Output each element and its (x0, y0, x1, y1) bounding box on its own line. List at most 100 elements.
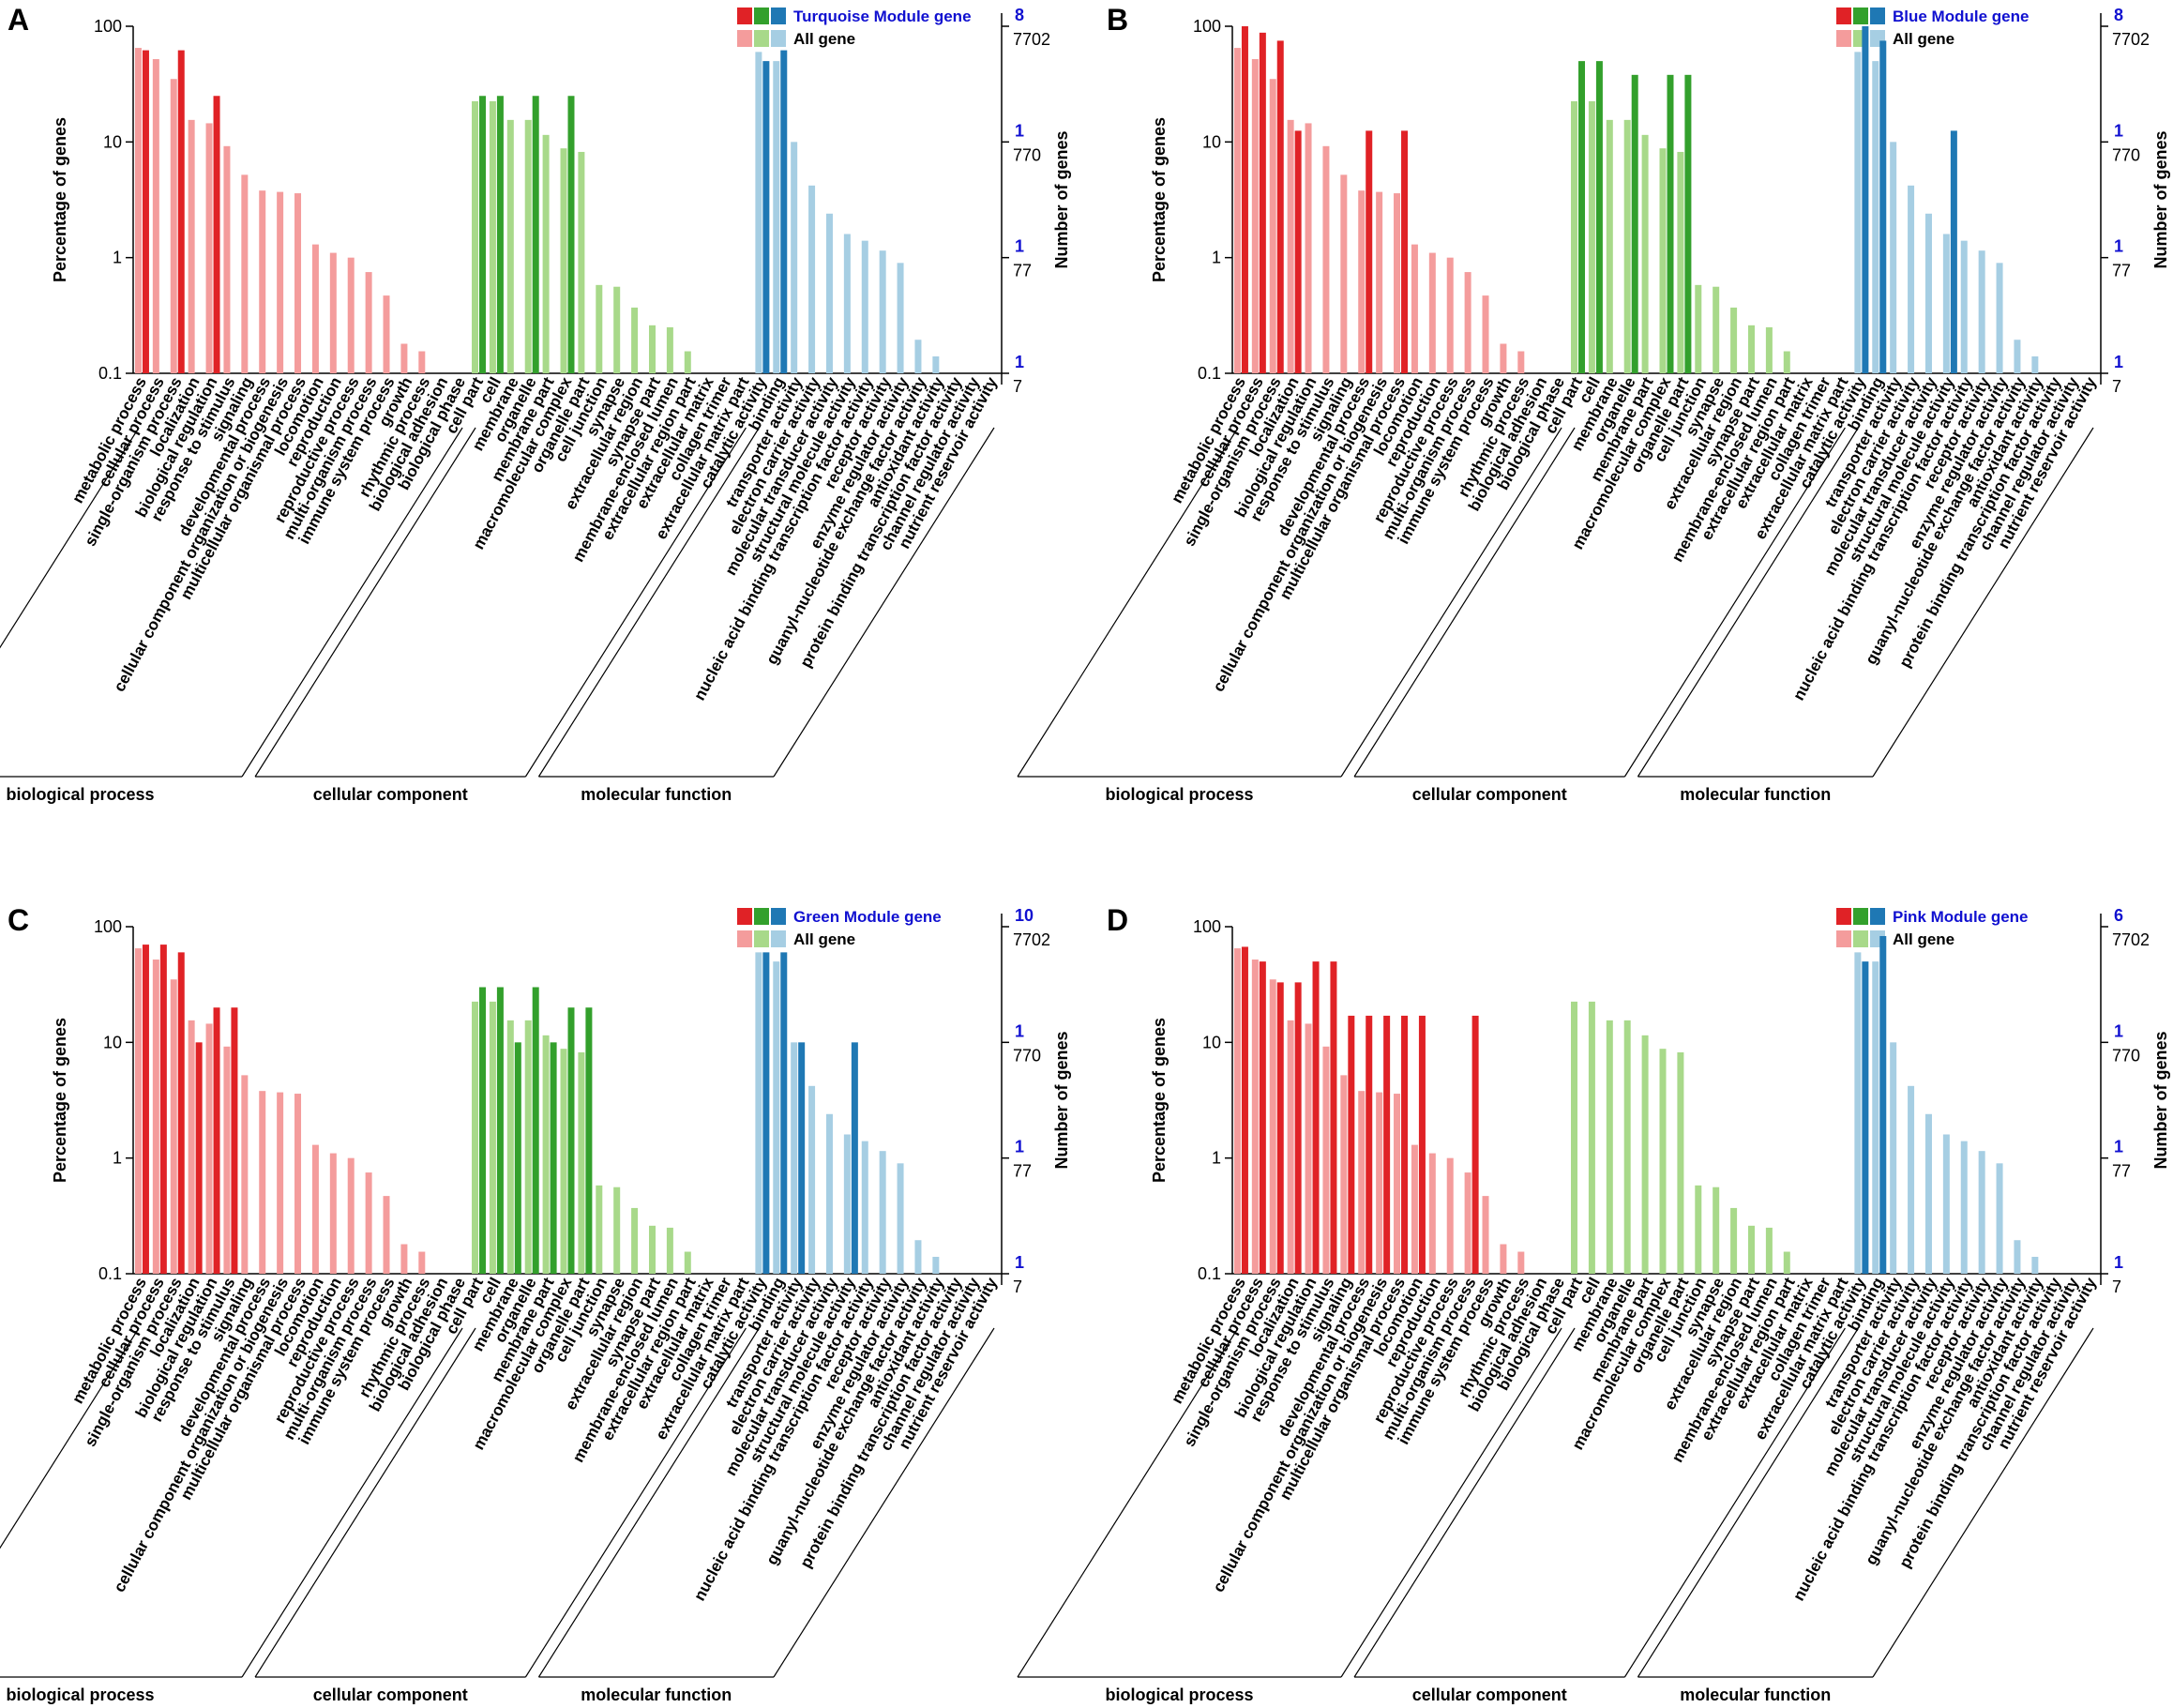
group-bracket-left (1637, 1327, 1859, 1678)
bar-all-gene (506, 1020, 514, 1274)
right-tick-module-label: 8 (1015, 6, 1024, 24)
bar-all-gene (1730, 307, 1738, 373)
group-label: cellular component (313, 1685, 468, 1704)
y2-axis-title: Number of genes (1052, 1031, 1071, 1169)
right-tick-module-label: 1 (1015, 237, 1024, 256)
bar-all-gene (524, 119, 532, 373)
bar-all-gene (1677, 151, 1684, 373)
bar-all-gene (631, 307, 639, 373)
bar-all-gene (1924, 1113, 1932, 1274)
bar-all-gene (861, 1141, 868, 1274)
right-tick-all-label: 7702 (1013, 930, 1050, 949)
bar-module-gene (496, 987, 504, 1274)
bar-all-gene (897, 1163, 904, 1274)
right-tick-all-label: 7 (1013, 1277, 1022, 1296)
bar-module-gene (1862, 26, 1869, 373)
bar-module-gene (1259, 961, 1266, 1274)
bar-module-gene (1348, 1015, 1355, 1274)
left-tick-label: 0.1 (98, 1264, 122, 1283)
bar-all-gene (1233, 948, 1241, 1274)
right-tick-all-label: 7 (1013, 377, 1022, 396)
bar-all-gene (365, 1172, 372, 1274)
bar-all-gene (1588, 1001, 1595, 1274)
bar-all-gene (808, 185, 816, 373)
bar-all-gene (1677, 1051, 1684, 1274)
bar-all-gene (1659, 148, 1667, 373)
bar-all-gene (1376, 1092, 1383, 1274)
right-tick-all-label: 7 (2112, 377, 2121, 396)
group-bracket-right (241, 427, 463, 778)
bar-module-gene (798, 1042, 806, 1274)
bar-module-gene (1366, 1015, 1373, 1274)
bar-module-gene (177, 952, 185, 1274)
bar-module-gene (585, 1007, 593, 1274)
bar-all-gene (1695, 284, 1702, 373)
bar-all-gene (684, 351, 691, 373)
bar-all-gene (755, 952, 762, 1274)
bar-module-gene (1401, 130, 1409, 373)
legend-swatch-module (771, 908, 786, 925)
bar-all-gene (1960, 1141, 1968, 1274)
panel-a: A 100 10 1 0.1 8 7702 1 770 1 77 1 7 Percentage of ge… (0, 3, 1071, 804)
group-bracket-left (1017, 427, 1239, 778)
bar-all-gene (2014, 1240, 2021, 1274)
bar-module-gene (1259, 32, 1266, 373)
legend-swatch-module (1870, 8, 1885, 24)
bar-module-gene (1312, 961, 1320, 1274)
right-tick-module-label: 1 (1015, 121, 1024, 140)
bar-all-gene (1765, 1227, 1773, 1274)
bar-module-gene (567, 96, 575, 374)
bar-all-gene (1854, 952, 1862, 1274)
bar-module-gene (159, 945, 167, 1274)
legend-module-label: Blue Module gene (1893, 8, 2029, 25)
bar-all-gene (205, 1023, 213, 1274)
left-tick-label: 100 (94, 17, 122, 36)
right-tick-all-label: 770 (2112, 1046, 2140, 1065)
y-axis-title: Percentage of genes (1150, 117, 1169, 282)
group-bracket-left (537, 427, 760, 778)
bar-module-gene (1401, 1015, 1409, 1274)
bar-all-gene (932, 355, 940, 373)
group-label: biological process (1106, 785, 1254, 804)
bar-all-gene (347, 1157, 355, 1274)
left-tick-label: 1 (1212, 1149, 1221, 1168)
legend-all-label: All gene (793, 30, 855, 48)
bar-module-gene (479, 96, 487, 374)
bar-all-gene (648, 1225, 656, 1274)
right-tick-all-label: 77 (1013, 1162, 1032, 1181)
bar-module-gene (1667, 74, 1674, 373)
bar-all-gene (2031, 1256, 2039, 1274)
bar-all-gene (578, 1051, 585, 1274)
bar-all-gene (1908, 1085, 1915, 1274)
bar-all-gene (1765, 326, 1773, 373)
bar-all-gene (1996, 1163, 2003, 1274)
bar-all-gene (578, 151, 585, 373)
bar-all-gene (596, 284, 603, 373)
bar-module-gene (1330, 961, 1337, 1274)
left-tick-label: 0.1 (98, 364, 122, 383)
legend-swatch-all (754, 30, 769, 47)
bar-all-gene (1305, 123, 1312, 373)
bar-module-gene (1595, 61, 1603, 374)
right-tick-all-label: 770 (1013, 145, 1041, 164)
bar-all-gene (524, 1020, 532, 1274)
bar-module-gene (213, 96, 220, 374)
bar-all-gene (259, 190, 266, 373)
bar-all-gene (259, 1091, 266, 1274)
bar-module-gene (1862, 961, 1869, 1274)
left-tick-label: 100 (1193, 17, 1221, 36)
bar-all-gene (1482, 1196, 1489, 1274)
bar-all-gene (666, 326, 673, 373)
panel-b: B 100 10 1 0.1 8 7702 1 770 1 77 1 7 Percentage of ge… (1017, 3, 2170, 804)
bar-all-gene (1730, 1207, 1738, 1274)
right-tick-all-label: 7702 (1013, 30, 1050, 49)
legend-swatch-module (754, 8, 769, 24)
bar-all-gene (1482, 295, 1489, 373)
left-tick-label: 1 (113, 249, 122, 267)
bar-all-gene (1908, 185, 1915, 373)
legend-swatch-module (737, 8, 752, 24)
right-tick-module-label: 10 (1015, 906, 1034, 925)
right-tick-module-label: 1 (1015, 1021, 1024, 1040)
bar-all-gene (400, 1244, 408, 1274)
bar-all-gene (1464, 272, 1471, 373)
